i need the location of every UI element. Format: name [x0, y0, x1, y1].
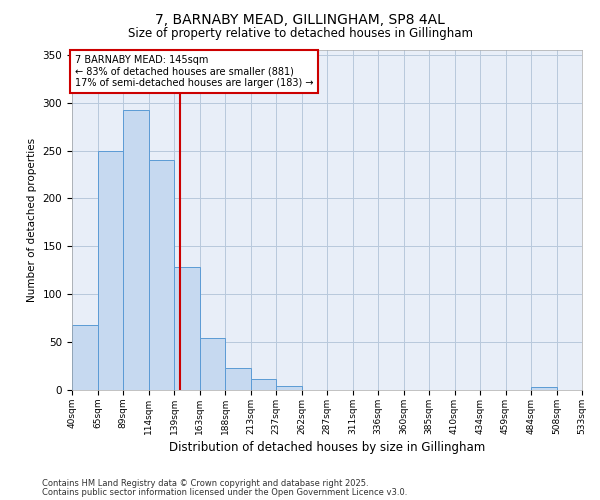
Text: Contains HM Land Registry data © Crown copyright and database right 2025.: Contains HM Land Registry data © Crown c…: [42, 479, 368, 488]
Y-axis label: Number of detached properties: Number of detached properties: [27, 138, 37, 302]
Bar: [174, 268, 199, 390]
X-axis label: Distribution of detached houses by size in Gillingham: Distribution of detached houses by size …: [169, 441, 485, 454]
Bar: [531, 387, 557, 390]
Bar: [149, 160, 174, 390]
Text: Size of property relative to detached houses in Gillingham: Size of property relative to detached ho…: [128, 28, 473, 40]
Text: 7 BARNABY MEAD: 145sqm
← 83% of detached houses are smaller (881)
17% of semi-de: 7 BARNABY MEAD: 145sqm ← 83% of detached…: [74, 55, 313, 88]
Bar: [225, 368, 251, 390]
Bar: [251, 380, 276, 390]
Text: 7, BARNABY MEAD, GILLINGHAM, SP8 4AL: 7, BARNABY MEAD, GILLINGHAM, SP8 4AL: [155, 12, 445, 26]
Bar: [72, 325, 97, 390]
Text: Contains public sector information licensed under the Open Government Licence v3: Contains public sector information licen…: [42, 488, 407, 497]
Bar: [97, 150, 123, 390]
Bar: [123, 110, 149, 390]
Bar: [199, 338, 225, 390]
Bar: [276, 386, 302, 390]
